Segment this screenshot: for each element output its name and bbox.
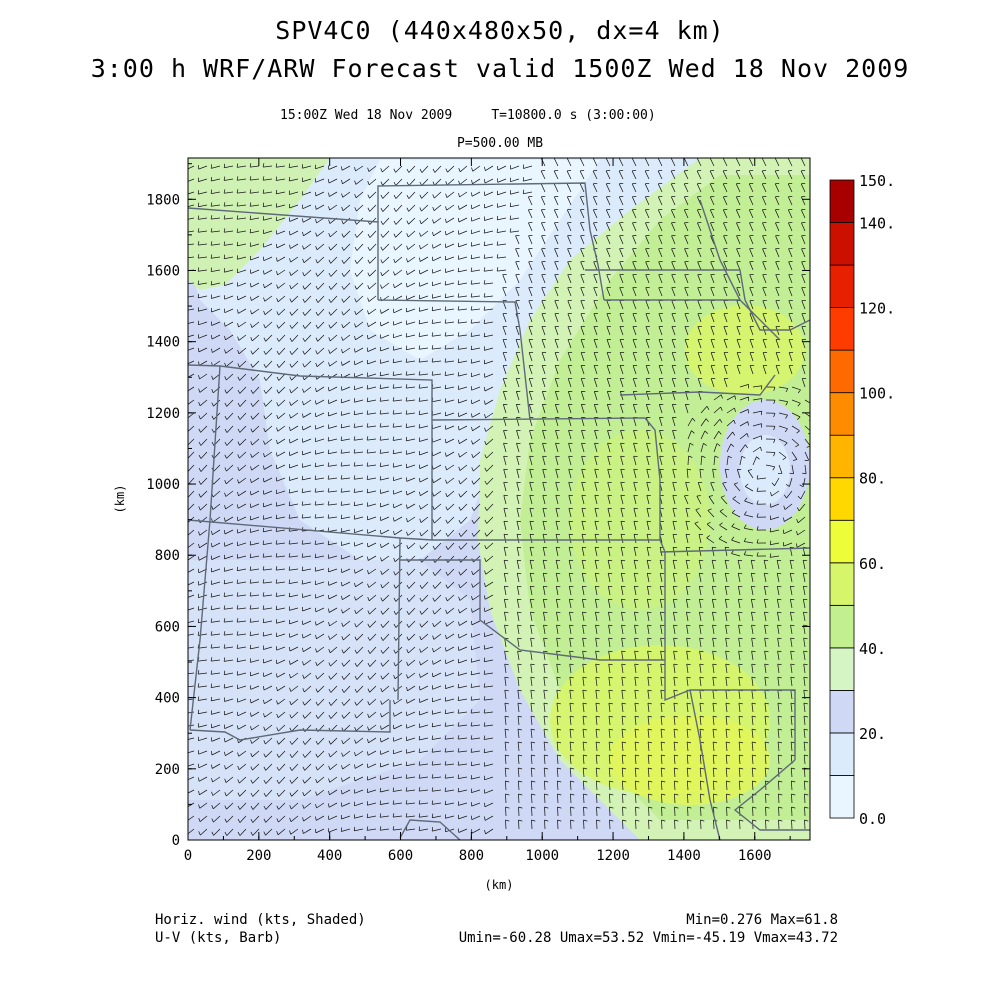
colorbar-label: 0.0: [859, 810, 886, 828]
x-tick-label: 400: [317, 848, 342, 864]
x-tick-label: 200: [246, 848, 271, 864]
y-tick-label: 0: [172, 833, 180, 849]
y-tick-label: 200: [155, 762, 180, 778]
colorbar-bin: [829, 307, 855, 351]
x-tick-label: 1200: [596, 848, 630, 864]
footer-shaded-label: Horiz. wind (kts, Shaded): [155, 912, 366, 928]
y-axis-label: (km): [113, 485, 127, 514]
colorbar-bin: [829, 222, 855, 266]
colorbar-label: 150.: [859, 172, 895, 190]
x-tick-label: 0: [184, 848, 192, 864]
y-tick-label: 1000: [146, 477, 180, 493]
y-tick-label: 1400: [146, 335, 180, 351]
colorbar-bin: [829, 477, 855, 521]
plot-frame: [187, 157, 811, 841]
colorbar-label: 60.: [859, 555, 886, 573]
colorbar-bin: [829, 647, 855, 691]
x-tick-label: 1600: [738, 848, 772, 864]
footer-barb-label: U-V (kts, Barb): [155, 930, 282, 946]
colorbar-bin: [829, 434, 855, 479]
y-tick-label: 1200: [146, 406, 180, 422]
y-tick-label: 400: [155, 691, 180, 707]
colorbar-bin: [829, 349, 855, 394]
x-tick-label: 800: [459, 848, 484, 864]
axes: 0 200 400 600 800 1000 1200 1400 1600 0 200 400 600 8…: [146, 158, 810, 864]
colorbar-label: 140.: [859, 215, 895, 233]
colorbar-bin: [829, 562, 855, 606]
colorbar-bin: [829, 775, 855, 819]
y-tick-label: 1600: [146, 263, 180, 279]
valid-time-line: 15:00Z Wed 18 Nov 2009 T=10800.0 s (3:00…: [280, 108, 656, 123]
forecast-subtitle: 3:00 h WRF/ARW Forecast valid 1500Z Wed …: [90, 54, 910, 83]
y-tick-label: 800: [155, 548, 180, 564]
y-tick-label: 1800: [146, 192, 180, 208]
colorbar-bin: [829, 179, 855, 223]
wind-speed-shading: [188, 158, 810, 840]
colorbar-label: 20.: [859, 725, 886, 743]
y-tick-label: 600: [155, 619, 180, 635]
state-boundaries: [188, 182, 810, 840]
colorbar-label: 80.: [859, 470, 886, 488]
colorbar-label: 40.: [859, 640, 886, 658]
footer-min-max: Min=0.276 Max=61.8: [686, 912, 838, 928]
colorbar-bin: [829, 690, 855, 734]
footer-uv-stats: Umin=-60.28 Umax=53.52 Vmin=-45.19 Vmax=…: [458, 930, 838, 946]
x-tick-label: 1400: [667, 848, 701, 864]
colorbar: 150. 140. 120. 100. 80. 60. 40. 20. 0.0: [829, 172, 895, 828]
colorbar-bin: [829, 264, 855, 309]
colorbar-bin: [829, 604, 855, 649]
plot-title: SPV4C0 (440x480x50, dx=4 km): [275, 16, 725, 45]
colorbar-label: 120.: [859, 300, 895, 318]
wind-barbs-layer: [188, 158, 810, 836]
x-tick-label: 1000: [525, 848, 559, 864]
colorbar-bin: [829, 519, 855, 564]
colorbar-label: 100.: [859, 385, 895, 403]
colorbar-bin: [829, 392, 855, 436]
x-axis-label: (km): [485, 878, 514, 892]
x-tick-label: 600: [388, 848, 413, 864]
wind-barbs: [188, 158, 810, 836]
pressure-level: P=500.00 MB: [456, 136, 544, 151]
colorbar-bin: [829, 732, 855, 776]
